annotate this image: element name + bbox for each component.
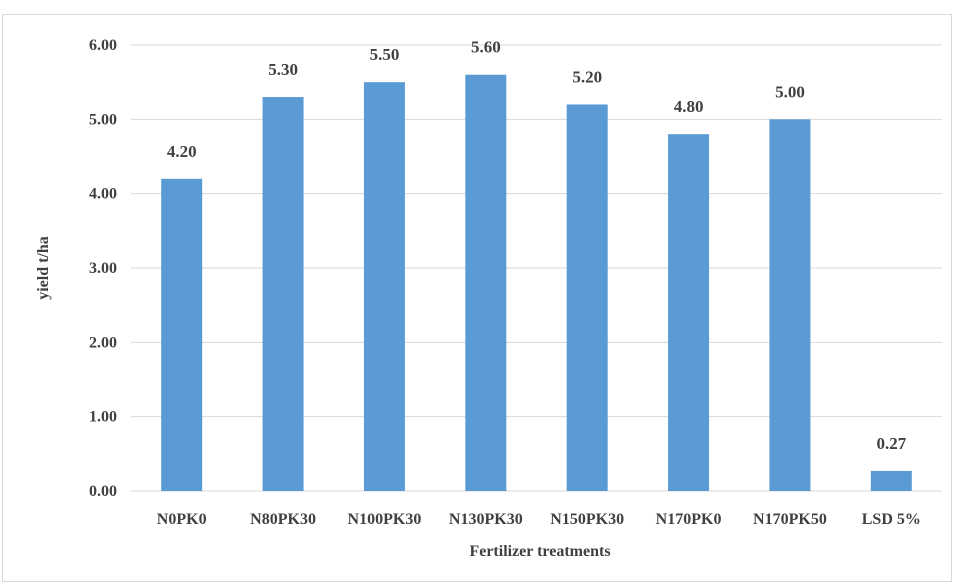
- y-axis-ticks: 0.00 1.00 2.00 3.00 4.00 5.00 6.00: [89, 37, 117, 500]
- x-axis-ticks: N0PK0 N80PK30 N100PK30 N130PK30 N150PK30 N170…: [157, 511, 921, 528]
- data-label: 4.20: [167, 142, 197, 161]
- bar: [465, 74, 507, 491]
- y-axis-title: yield t/ha: [35, 236, 52, 300]
- y-tick-label: 5.00: [89, 111, 117, 128]
- y-tick-label: 6.00: [89, 37, 117, 54]
- gridlines: [131, 44, 942, 492]
- x-tick-label: N170PK0: [656, 511, 722, 528]
- x-axis-title: Fertilizer treatments: [469, 543, 610, 560]
- bar: [870, 470, 912, 491]
- x-tick-label: N100PK30: [348, 511, 422, 528]
- y-tick-label: 2.00: [89, 334, 117, 351]
- data-labels: 4.20 5.30 5.50 5.60 5.20 4.80 5.00 0.27: [167, 38, 907, 453]
- data-label: 5.60: [471, 38, 501, 57]
- data-label: 5.00: [775, 82, 805, 101]
- bar: [363, 82, 405, 492]
- x-tick-label: N150PK30: [550, 511, 624, 528]
- x-tick-label: N130PK30: [449, 511, 523, 528]
- x-tick-label: N0PK0: [157, 511, 207, 528]
- data-label: 5.30: [268, 60, 298, 79]
- bars: [161, 74, 912, 492]
- x-tick-label: LSD 5%: [862, 511, 921, 528]
- x-tick-label: N80PK30: [250, 511, 316, 528]
- data-label: 5.20: [572, 67, 602, 86]
- data-label: 5.50: [370, 45, 400, 64]
- x-tick-label: N170PK50: [753, 511, 827, 528]
- bar: [566, 104, 608, 491]
- data-label: 0.27: [876, 434, 906, 453]
- y-tick-label: 4.00: [89, 186, 117, 203]
- bar: [161, 178, 203, 492]
- data-label: 4.80: [674, 97, 704, 116]
- y-tick-label: 3.00: [89, 260, 117, 277]
- bar: [262, 97, 304, 492]
- bar: [668, 134, 710, 491]
- y-tick-label: 1.00: [89, 409, 117, 426]
- y-tick-label: 0.00: [89, 483, 117, 500]
- bar: [769, 119, 811, 491]
